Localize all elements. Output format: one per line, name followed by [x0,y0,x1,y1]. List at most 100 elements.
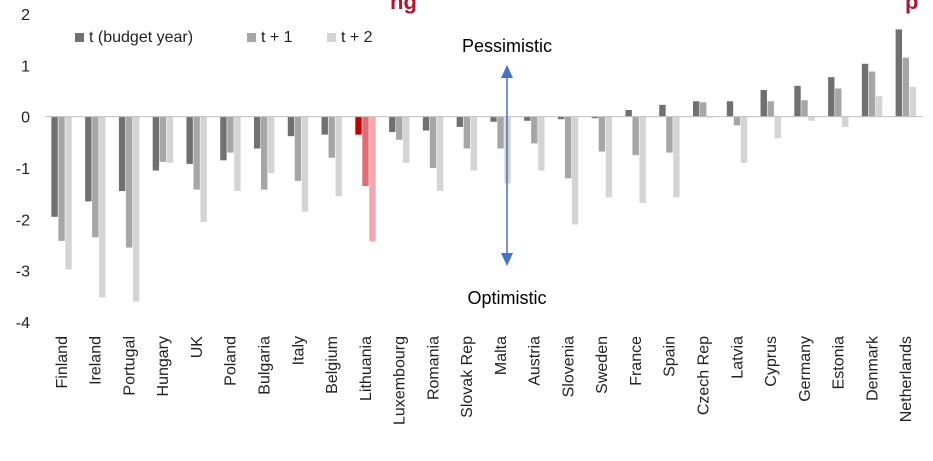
x-tick-label: UK [189,336,206,359]
bar-czech-rep-s1 [693,101,700,117]
arrow-head-down-icon [501,253,513,266]
bar-lithuania-s2 [362,116,369,186]
bar-luxembourg-s2 [396,116,403,140]
bar-estonia-s3 [842,116,849,127]
x-tick-label: Denmark [864,335,881,401]
x-tick-label: Portugal [121,336,138,396]
bar-ireland-s3 [99,116,106,298]
chart-title-fragment: ng [390,0,417,14]
y-tick-label: -1 [16,161,30,178]
annotation-optimistic: Optimistic [467,288,546,308]
annotation-arrow-group: Pessimistic Optimistic [462,36,552,308]
bar-malta-s2 [497,116,504,149]
bar-portugal-s2 [125,116,133,248]
x-tick-label: Austria [527,336,544,386]
x-tick-label: Bulgaria [257,336,274,395]
x-tick-label: Poland [223,336,240,386]
bar-germany-s3 [808,116,815,121]
bar-slovenia-s3 [571,116,579,225]
bar-czech-rep-s2 [700,102,707,117]
bar-romania-s2 [429,116,437,168]
x-tick-label: Malta [493,336,510,375]
bar-estonia-s2 [835,88,842,117]
legend-swatch [75,33,84,42]
bar-france-s3 [639,116,646,203]
bar-lithuania-s3 [369,116,376,242]
bar-slovenia-s1 [557,116,565,120]
bar-czech-rep-s3 [707,116,714,118]
bar-latvia-s1 [726,101,734,117]
bar-finland-s1 [51,116,58,217]
legend-label: t + 1 [261,29,293,46]
bar-austria-s3 [538,116,545,171]
x-tick-label: Romania [425,336,442,400]
x-tick-label: Hungary [155,336,172,396]
x-tick-label: Latvia [729,336,746,379]
bar-poland-s1 [220,116,227,161]
bar-portugal-s1 [118,116,126,192]
bar-slovenia-s2 [564,116,572,179]
bars-group [51,29,917,302]
bar-spain-s2 [666,116,673,153]
legend-label: t + 2 [341,29,373,46]
x-tick-label: Spain [662,336,679,377]
bar-france-s1 [625,109,632,117]
bar-sweden-s1 [591,116,599,119]
y-tick-label: -3 [16,264,30,281]
bar-italy-s1 [287,116,295,137]
bar-bulgaria-s2 [261,116,268,190]
x-tick-label: Slovak Rep [459,336,476,418]
bar-poland-s3 [234,116,241,192]
bar-austria-s1 [524,116,531,121]
bar-latvia-s2 [733,116,741,126]
bar-hungary-s1 [152,116,160,171]
x-tick-label: Slovenia [560,336,577,397]
bar-hungary-s2 [159,116,167,162]
bar-uk-s3 [200,116,207,222]
bar-uk-s1 [186,116,193,164]
y-tick-label: -4 [16,315,30,332]
x-tick-label: Italy [290,336,307,365]
arrow-head-up-icon [501,65,513,78]
y-tick-label: -2 [16,212,30,229]
bar-spain-s3 [673,116,680,198]
bar-finland-s2 [58,116,65,241]
bar-poland-s2 [227,116,234,153]
bar-lithuania-s1 [355,116,362,135]
bar-finland-s3 [65,116,72,270]
x-tick-label: Cyprus [763,336,780,387]
bar-sweden-s2 [598,116,606,152]
x-tick-label: Netherlands [898,336,915,422]
x-tick-label: Sweden [594,336,611,394]
x-tick-label: Luxembourg [392,336,409,425]
x-tick-label: Germany [797,336,814,402]
x-axis-labels: Finland Ireland Portugal Hungary UK Poland Bul… [54,335,915,425]
x-tick-label: Czech Rep [696,336,713,415]
x-tick-label: Finland [54,336,71,388]
bar-estonia-s1 [828,77,835,117]
bar-latvia-s3 [740,116,748,163]
bar-romania-s1 [422,116,430,131]
bar-cyprus-s3 [774,116,781,139]
bar-netherlands-s2 [902,57,910,117]
chart-title-fragment-right: p [905,0,918,14]
bar-italy-s3 [301,116,309,212]
legend-label: t (budget year) [89,29,193,46]
y-tick-label: 1 [21,58,30,75]
bar-bulgaria-s3 [268,116,275,174]
bar-germany-s1 [794,85,801,117]
x-tick-label: Lithuania [358,336,375,401]
bar-belgium-s3 [335,116,342,197]
bar-netherlands-s1 [895,29,903,117]
bar-denmark-s2 [868,71,876,117]
bar-cyprus-s1 [760,89,767,117]
y-tick-label: 2 [21,7,30,24]
bar-italy-s2 [294,116,302,181]
bar-romania-s3 [436,116,444,192]
bar-luxembourg-s1 [389,116,396,133]
x-tick-label: Ireland [88,336,105,385]
bar-belgium-s2 [328,116,335,158]
y-tick-label: 0 [21,110,30,127]
bar-luxembourg-s3 [403,116,410,163]
